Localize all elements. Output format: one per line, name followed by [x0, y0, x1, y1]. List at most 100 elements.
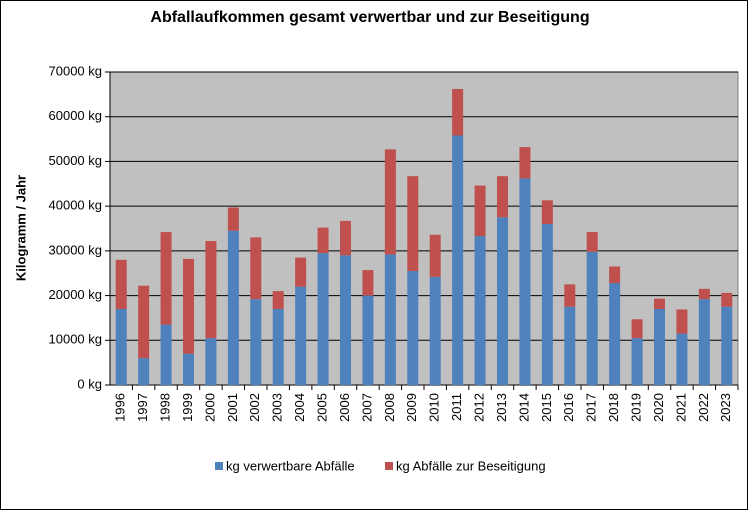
bar-segment	[340, 255, 351, 385]
bar-segment	[384, 254, 396, 385]
bar-segment	[340, 220, 351, 256]
y-axis-label: Kilogramm / Jahr	[13, 175, 28, 281]
chart-title: Abfallaufkommen gesamt verwertbar und zu…	[150, 9, 589, 26]
bar-segment	[317, 253, 329, 385]
bar-segment	[183, 353, 194, 385]
legend-label: kg verwertbare Abfälle	[226, 458, 355, 473]
bar-segment	[429, 276, 441, 385]
x-tick-label: 2006	[337, 393, 352, 422]
bar-segment	[519, 178, 531, 385]
x-tick-label: 2011	[449, 393, 464, 421]
bar-segment	[586, 251, 598, 385]
bar-segment	[183, 258, 194, 354]
bar-segment	[205, 241, 217, 339]
bar-segment	[721, 306, 733, 385]
bar-segment	[160, 324, 172, 385]
legend-swatch	[385, 462, 393, 470]
bar-segment	[676, 333, 688, 385]
bar-segment	[497, 176, 508, 218]
legend-swatch	[215, 462, 223, 470]
bar-segment	[429, 234, 441, 277]
legend-label: kg Abfälle zur Beseitigung	[396, 458, 546, 473]
x-tick-label: 2003	[270, 393, 285, 422]
bar-segment	[362, 270, 374, 296]
y-tick-label: 10000 kg	[49, 332, 103, 347]
bar-segment	[609, 266, 621, 284]
x-tick-label: 1999	[180, 393, 195, 422]
x-tick-label: 1996	[113, 393, 128, 422]
bar-segment	[272, 308, 284, 385]
bar-segment	[698, 288, 710, 300]
bar-segment	[250, 237, 262, 300]
plot-area	[109, 71, 739, 386]
x-tick-label: 2004	[292, 393, 307, 422]
x-tick-label: 2018	[606, 393, 621, 422]
bar-segment	[474, 185, 486, 237]
bar-segment	[452, 88, 464, 136]
y-tick-label: 30000 kg	[49, 242, 103, 257]
bar-segment	[698, 299, 710, 385]
bar-segment	[631, 338, 643, 385]
x-tick-label: 2016	[561, 393, 576, 422]
x-tick-label: 2014	[516, 393, 531, 422]
bar-segment	[676, 309, 688, 334]
bar-segment	[362, 295, 374, 385]
x-tick-label: 2017	[584, 393, 599, 422]
bar-segment	[227, 230, 239, 385]
bar-segment	[295, 286, 307, 385]
bar-segment	[609, 283, 621, 385]
x-tick-label: 2009	[404, 393, 419, 422]
bar-segment	[205, 338, 217, 385]
bar-segment	[452, 135, 464, 385]
x-tick-label: 2010	[427, 393, 442, 422]
x-tick-label: 1998	[158, 393, 173, 422]
bar-segment	[115, 259, 127, 309]
bar-segment	[317, 227, 329, 254]
bar-segment	[631, 319, 643, 339]
y-tick-label: 50000 kg	[49, 153, 103, 168]
y-tick-label: 20000 kg	[49, 287, 103, 302]
x-tick-label: 2022	[696, 393, 711, 422]
x-tick-label: 2008	[382, 393, 397, 422]
x-tick-label: 1997	[135, 393, 150, 422]
bar-segment	[272, 291, 284, 309]
x-tick-label: 2020	[651, 393, 666, 422]
bar-segment	[654, 308, 665, 385]
bar-segment	[295, 257, 307, 287]
bar-segment	[541, 200, 553, 225]
bar-segment	[721, 292, 733, 307]
x-tick-label: 2013	[494, 393, 509, 422]
y-tick-label: 0 kg	[77, 376, 102, 391]
bar-segment	[138, 358, 150, 385]
x-tick-label: 2015	[539, 393, 554, 422]
x-tick-label: 2000	[202, 393, 217, 422]
x-tick-label: 2012	[472, 393, 487, 422]
bar-segment	[407, 270, 419, 385]
x-tick-label: 2001	[225, 393, 240, 422]
bar-segment	[384, 149, 396, 255]
bar-segment	[564, 284, 576, 307]
y-tick-label: 60000 kg	[49, 108, 103, 123]
y-tick-label: 40000 kg	[49, 198, 103, 213]
bar-segment	[227, 207, 239, 231]
x-tick-label: 2023	[718, 393, 733, 422]
bar-segment	[138, 285, 150, 359]
bar-segment	[497, 217, 508, 385]
bar-segment	[250, 299, 262, 385]
bar-segment	[564, 306, 576, 385]
x-tick-label: 2007	[359, 393, 374, 422]
bar-segment	[160, 232, 172, 325]
x-tick-label: 2005	[315, 393, 330, 422]
bar-segment	[474, 236, 486, 385]
bar-segment	[541, 224, 553, 385]
y-tick-label: 70000 kg	[49, 63, 103, 78]
bar-segment	[586, 232, 598, 252]
x-tick-label: 2002	[247, 393, 262, 422]
bar-segment	[654, 298, 665, 309]
bar-segment	[519, 147, 531, 179]
x-tick-label: 2019	[629, 393, 644, 422]
bar-segment	[115, 308, 127, 385]
bar-segment	[407, 176, 419, 271]
x-tick-label: 2021	[673, 393, 688, 422]
